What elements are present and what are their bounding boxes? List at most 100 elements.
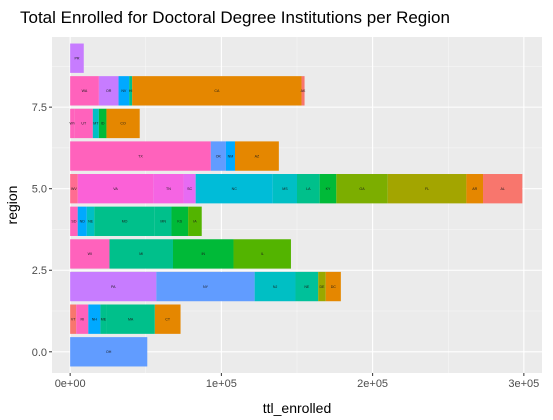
bar-label-mt: MT (93, 122, 99, 126)
bar-label-nc: NC (232, 187, 238, 191)
bar-label-ri: RI (80, 317, 84, 321)
bar-region-0: OH (70, 337, 148, 367)
y-tick-label: 5.0 (32, 184, 47, 196)
bar-segment-az (234, 141, 279, 171)
bar-label-mn: MN (160, 220, 166, 224)
bar-segment-il (233, 239, 291, 269)
bar-label-al: AL (500, 187, 504, 191)
y-tick-label: 7.5 (32, 102, 47, 114)
bar-label-la: LA (306, 187, 311, 191)
bar-label-ga: GA (359, 187, 365, 191)
bar-label-az: AZ (255, 154, 260, 158)
bar-region-9: PR (70, 43, 84, 73)
bar-label-in: IN (201, 252, 205, 256)
bar-segment-tx (70, 141, 211, 171)
bar-segment-ky (319, 174, 337, 204)
bar-label-hi: HI (129, 89, 133, 93)
bar-segment-pr (70, 43, 84, 73)
bar-segment-id (98, 108, 107, 139)
bar-label-co: CO (120, 122, 126, 126)
bar-label-pr: PR (74, 57, 79, 61)
bar-segment-sd (70, 206, 78, 236)
bar-label-dc: DC (331, 285, 337, 289)
bar-label-wy: WY (70, 122, 76, 126)
bar-label-ut: UT (81, 122, 87, 126)
bar-label-wi: WI (88, 252, 92, 256)
bar-label-nv: NV (121, 89, 127, 93)
bar-label-fl: FL (425, 187, 429, 191)
bar-segment-nj (254, 271, 296, 302)
bar-segment-oh (70, 337, 148, 367)
bar-label-wv: WV (71, 187, 77, 191)
bar-label-sd: SD (71, 220, 76, 224)
bar-label-ks: KS (177, 220, 182, 224)
chart-title: Total Enrolled for Doctoral Degree Insti… (20, 8, 450, 27)
y-axis: 0.0 2.5 5.0 7.5 (32, 102, 52, 359)
bar-label-ny: NY (203, 285, 209, 289)
bar-region-2: PA NY NJ NE DE DC (70, 271, 341, 302)
bar-label-ne: NE (304, 285, 310, 289)
x-axis: 0e+00 1e+05 2e+05 3e+05 (55, 373, 539, 390)
bar-label-ak: AK (301, 89, 306, 93)
bar-segment-al (483, 174, 523, 204)
bar-label-nm: NM (228, 154, 234, 158)
bar-label-sc: SC (187, 187, 192, 191)
x-tick-label: 2e+05 (357, 378, 388, 390)
bar-label-ma: MA (128, 317, 134, 321)
bar-segment-mn (154, 206, 172, 236)
bar-segment-ok (210, 141, 226, 171)
bar-segment-hi (129, 76, 133, 106)
bar-label-va: VA (113, 187, 118, 191)
x-tick-label: 3e+05 (508, 378, 539, 390)
bar-segment-wv (70, 174, 78, 204)
bar-label-pa: PA (111, 285, 116, 289)
bar-segment-nh (88, 304, 101, 334)
y-tick-label: 2.5 (32, 265, 47, 277)
bar-segment-ri (76, 304, 89, 334)
bar-segment-tn (153, 174, 184, 204)
bar-label-or: OR (106, 89, 112, 93)
bar-segment-pa (70, 271, 157, 302)
bar-segment-ca (132, 76, 302, 106)
bar-segment-wy (70, 108, 75, 139)
bar-label-ca: CA (214, 89, 220, 93)
bar-segment-in (172, 239, 234, 269)
bar-segment-wi (70, 239, 110, 269)
bar-segment-mo (94, 206, 155, 236)
bar-segment-ny (156, 271, 255, 302)
x-tick-label: 0e+00 (55, 378, 86, 390)
bar-label-ct: CT (165, 317, 171, 321)
bar-segment-sc (183, 174, 196, 204)
bar-segment-vt (70, 304, 77, 334)
bar-label-mo: MO (122, 220, 128, 224)
bar-region-5: WV VA TN SC NC MS LA KY GA FL AR AL (70, 174, 523, 204)
bar-segment-ms (272, 174, 297, 204)
bar-segment-la (297, 174, 320, 204)
bar-label-de: DE (319, 285, 325, 289)
bar-segment-or (98, 76, 119, 106)
x-axis-title: ttl_enrolled (263, 400, 332, 416)
bar-segment-co (106, 108, 140, 139)
bar-segment-me (100, 304, 107, 334)
bar-label-ms: MS (282, 187, 288, 191)
bar-segment-fl (387, 174, 467, 204)
y-tick-label: 0.0 (32, 347, 47, 359)
bar-segment-de (318, 271, 326, 302)
bar-segment-nd (77, 206, 87, 236)
bar-label-il: IL (261, 252, 264, 256)
bar-segment-ak (301, 76, 305, 106)
y-axis-title: region (4, 186, 20, 225)
bar-label-ia: IA (193, 220, 197, 224)
bar-segment-nm (225, 141, 235, 171)
bar-segment-nc (195, 174, 273, 204)
bar-label-nj: NJ (273, 285, 278, 289)
bar-segment-ia (188, 206, 202, 236)
bar-segment-dc (325, 271, 341, 302)
bar-label-oh: OH (106, 350, 112, 354)
bar-label-ok: OK (216, 154, 222, 158)
bar-region-6: TX OK NM AZ (70, 141, 279, 171)
bar-label-tn: TN (166, 187, 171, 191)
bar-segment-ks (171, 206, 189, 236)
